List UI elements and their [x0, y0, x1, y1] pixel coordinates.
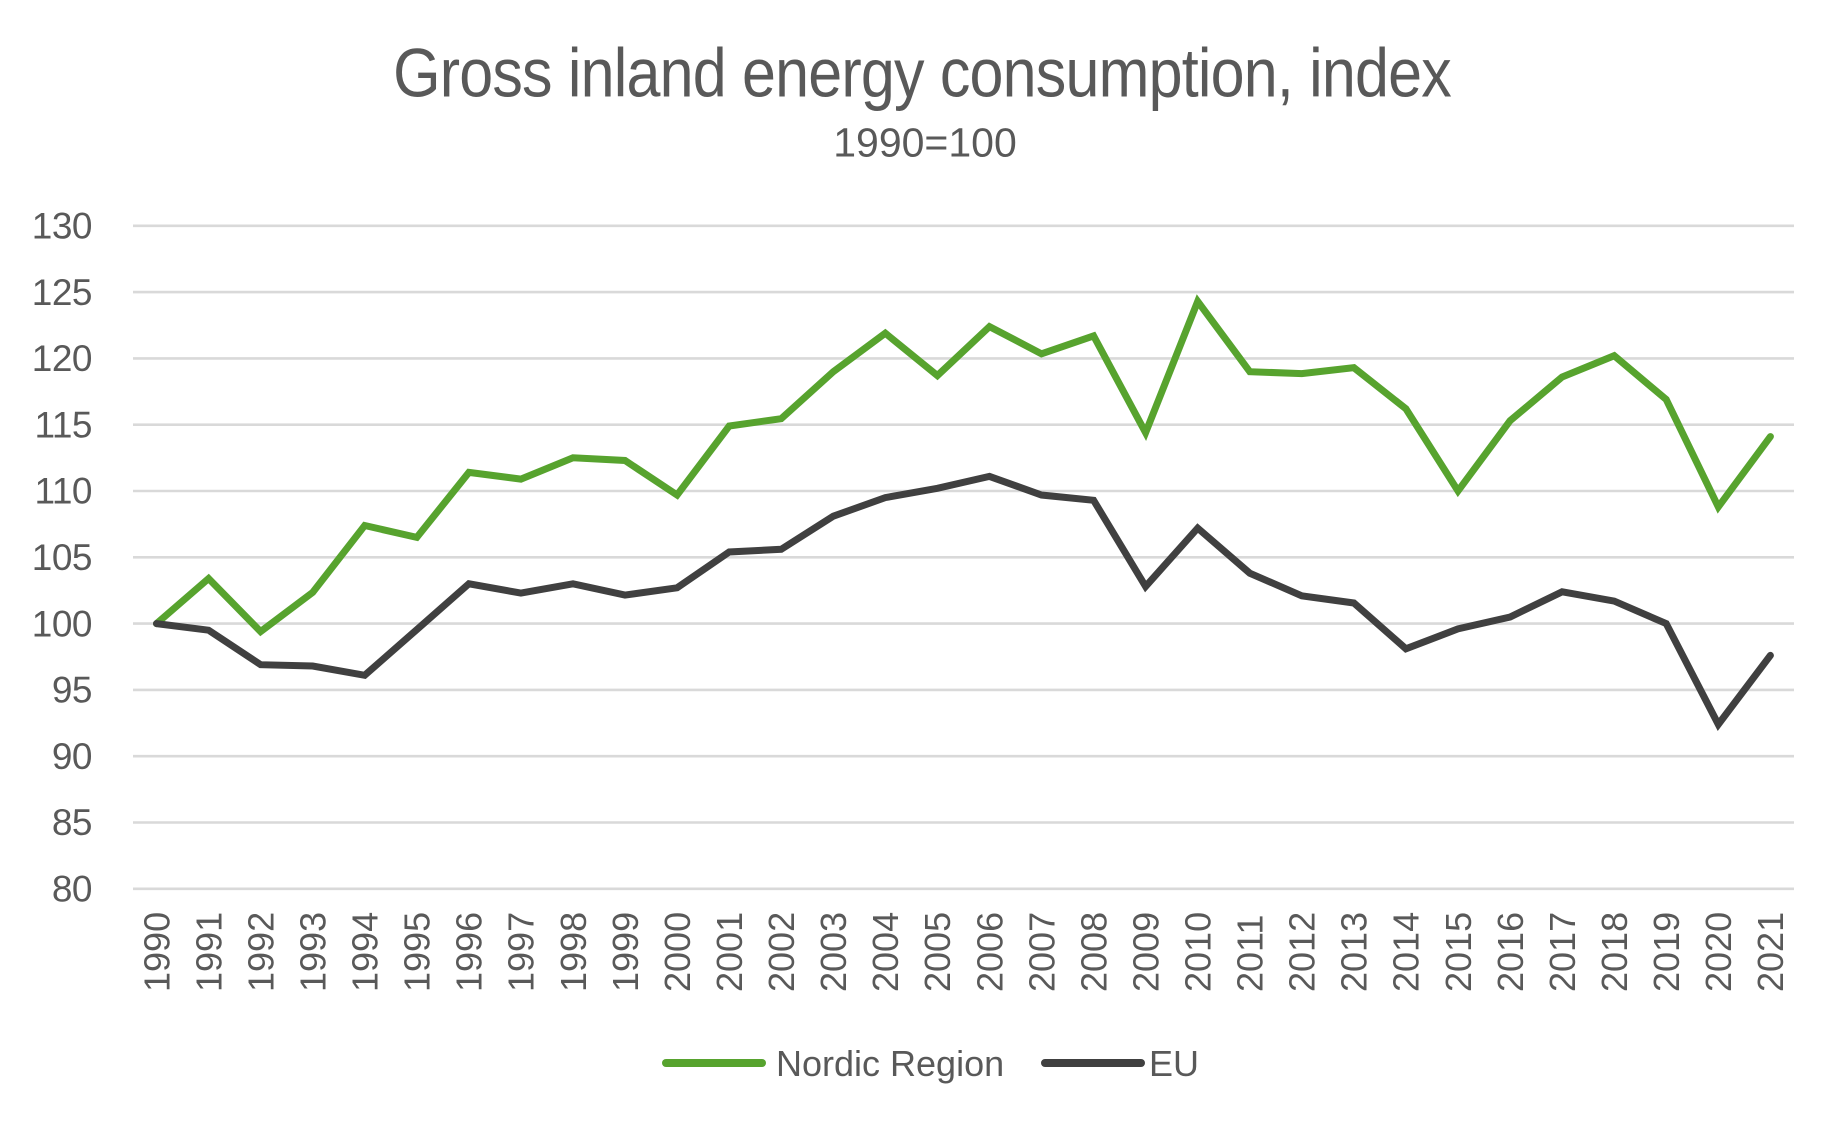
svg-text:2013: 2013 [1334, 912, 1375, 992]
svg-text:2008: 2008 [1073, 912, 1114, 992]
svg-text:2019: 2019 [1646, 912, 1687, 992]
svg-text:2006: 2006 [969, 912, 1010, 992]
svg-text:2002: 2002 [761, 912, 802, 992]
svg-text:100: 100 [32, 603, 92, 644]
svg-text:1993: 1993 [293, 912, 334, 992]
svg-text:1992: 1992 [240, 912, 281, 992]
svg-text:2012: 2012 [1282, 912, 1323, 992]
svg-text:Gross inland energy consumptio: Gross inland energy consumption, index [393, 34, 1451, 111]
svg-text:1991: 1991 [188, 912, 229, 992]
svg-text:80: 80 [52, 869, 92, 910]
svg-text:85: 85 [52, 802, 92, 843]
svg-text:1995: 1995 [397, 912, 438, 992]
svg-text:EU: EU [1149, 1043, 1199, 1084]
svg-text:1997: 1997 [501, 912, 542, 992]
svg-text:1996: 1996 [449, 912, 490, 992]
svg-text:2018: 2018 [1594, 912, 1635, 992]
svg-text:1990: 1990 [136, 912, 177, 992]
svg-text:1990=100: 1990=100 [833, 120, 1017, 166]
svg-text:2021: 2021 [1750, 912, 1791, 992]
svg-text:2001: 2001 [709, 912, 750, 992]
svg-text:2003: 2003 [813, 912, 854, 992]
svg-text:2020: 2020 [1698, 912, 1739, 992]
svg-text:2009: 2009 [1125, 912, 1166, 992]
svg-text:2010: 2010 [1178, 912, 1219, 992]
svg-text:1999: 1999 [605, 912, 646, 992]
svg-text:130: 130 [32, 206, 92, 247]
svg-text:2004: 2004 [865, 912, 906, 992]
svg-text:120: 120 [32, 338, 92, 379]
svg-text:2000: 2000 [657, 912, 698, 992]
svg-text:2007: 2007 [1021, 912, 1062, 992]
svg-text:90: 90 [52, 736, 92, 777]
svg-text:2015: 2015 [1438, 912, 1479, 992]
svg-text:105: 105 [32, 537, 92, 578]
svg-text:95: 95 [52, 670, 92, 711]
svg-text:Nordic Region: Nordic Region [776, 1043, 1004, 1084]
svg-text:1994: 1994 [345, 912, 386, 992]
svg-text:110: 110 [35, 471, 93, 512]
svg-text:2011: 2011 [1230, 915, 1271, 992]
svg-text:2017: 2017 [1542, 912, 1583, 992]
svg-text:115: 115 [35, 404, 93, 445]
svg-text:2014: 2014 [1386, 912, 1427, 992]
svg-text:2005: 2005 [917, 912, 958, 992]
svg-text:2016: 2016 [1490, 912, 1531, 992]
svg-text:1998: 1998 [553, 912, 594, 992]
svg-text:125: 125 [32, 272, 92, 313]
